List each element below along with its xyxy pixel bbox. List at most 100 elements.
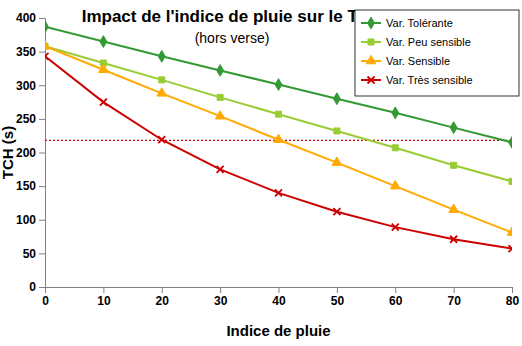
series-marker (159, 77, 165, 83)
series-marker (275, 189, 282, 196)
legend-marker (368, 17, 375, 29)
y-tick: 250 (16, 112, 45, 126)
series-marker (217, 65, 224, 77)
y-tick-label: 300 (16, 79, 36, 93)
legend-label: Var. Tolérante (386, 17, 453, 29)
x-tick-mark (162, 287, 163, 293)
y-tick-mark (39, 52, 45, 53)
series (45, 53, 512, 252)
x-tick: 60 (389, 287, 403, 308)
series-marker (158, 136, 165, 143)
series-marker (217, 94, 223, 100)
chart: 0 10 20 30 40 50 60 70 80 0 50 100 150 200 250 300 350 40… (0, 0, 522, 346)
series-marker (449, 204, 459, 212)
series-marker (392, 107, 399, 119)
x-tick: 70 (447, 287, 461, 308)
legend-box (355, 10, 519, 96)
x-tick-label: 80 (506, 294, 520, 308)
x-tick-label: 30 (214, 294, 228, 308)
y-tick-mark (39, 119, 45, 120)
series-marker (332, 157, 342, 165)
series-marker (276, 111, 282, 117)
x-tick-mark (512, 287, 513, 293)
y-tick-label: 0 (29, 280, 36, 294)
y-axis-line (45, 19, 46, 288)
x-tick: 10 (97, 287, 111, 308)
series-marker (334, 128, 340, 134)
series-marker (158, 50, 165, 62)
series-marker (45, 21, 48, 33)
x-tick-mark (395, 287, 396, 293)
x-tick-label: 60 (389, 294, 403, 308)
series-line (45, 27, 512, 143)
x-tick-mark (45, 287, 46, 293)
legend-entry: Var. Sensible (361, 55, 450, 67)
legend-entry: Var. Tolérante (361, 17, 453, 29)
y-tick-label: 350 (16, 45, 36, 59)
x-tick-mark (454, 287, 455, 293)
y-tick: 100 (16, 213, 45, 227)
x-tick-mark (279, 287, 280, 293)
series-marker (275, 79, 282, 91)
subtitle: (hors verse) (195, 30, 270, 46)
y-tick-label: 50 (23, 247, 37, 261)
series-marker (509, 178, 512, 184)
y-axis-title: TCH (s) (0, 126, 16, 179)
y-axis: 0 50 100 150 200 250 300 350 400 (16, 11, 46, 294)
y-tick-mark (39, 220, 45, 221)
legend-label: Var. Très sensible (386, 74, 473, 86)
x-tick-mark (103, 287, 104, 293)
y-tick: 400 (16, 11, 45, 25)
y-tick: 150 (16, 179, 45, 193)
x-tick-mark (220, 287, 221, 293)
series-marker (509, 245, 513, 252)
x-tick-mark (337, 287, 338, 293)
x-tick-label: 0 (42, 294, 49, 308)
y-tick: 350 (16, 45, 45, 59)
series-marker (450, 122, 457, 134)
y-tick-label: 200 (16, 146, 36, 160)
series-line (45, 56, 512, 248)
x-tick: 30 (214, 287, 228, 308)
y-tick-label: 400 (16, 11, 36, 25)
x-axis-title: Indice de pluie (226, 322, 330, 339)
series-marker (99, 64, 109, 72)
series-marker (333, 93, 340, 105)
x-tick-label: 20 (156, 294, 170, 308)
legend: Var. Tolérante Var. Peu sensible Var. Sens… (355, 10, 519, 96)
series-line (45, 46, 512, 181)
y-tick-mark (39, 287, 45, 288)
x-tick: 20 (156, 287, 170, 308)
legend-marker (368, 39, 374, 45)
series-marker (507, 227, 512, 235)
series-marker (274, 134, 284, 142)
x-tick: 40 (272, 287, 286, 308)
legend-label: Var. Sensible (386, 55, 450, 67)
y-tick-label: 150 (16, 179, 36, 193)
series-marker (45, 53, 49, 60)
y-tick: 200 (16, 146, 45, 160)
series (45, 43, 512, 184)
y-tick: 50 (23, 247, 45, 261)
series-marker (392, 145, 398, 151)
y-tick-mark (39, 186, 45, 187)
series-marker (45, 41, 50, 49)
x-tick-label: 40 (272, 294, 286, 308)
y-tick-mark (39, 153, 45, 154)
series-marker (215, 111, 225, 119)
y-tick-label: 250 (16, 112, 36, 126)
x-tick: 50 (331, 287, 345, 308)
legend-label: Var. Peu sensible (386, 36, 471, 48)
series-marker (100, 36, 107, 48)
series-marker (157, 88, 167, 96)
series (45, 21, 512, 148)
series-line (45, 46, 512, 232)
y-tick-mark (39, 253, 45, 254)
legend-marker (368, 77, 375, 84)
x-tick: 80 (506, 287, 520, 308)
series-marker (392, 224, 399, 231)
series-marker (450, 236, 457, 243)
y-tick-label: 100 (16, 213, 36, 227)
title: Impact de l'indice de pluie sur le TCH (82, 7, 383, 26)
y-tick: 300 (16, 79, 45, 93)
